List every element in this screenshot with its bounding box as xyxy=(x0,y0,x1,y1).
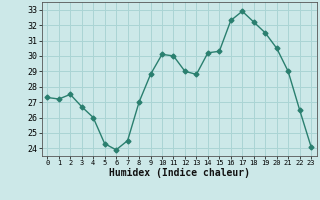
X-axis label: Humidex (Indice chaleur): Humidex (Indice chaleur) xyxy=(109,168,250,178)
